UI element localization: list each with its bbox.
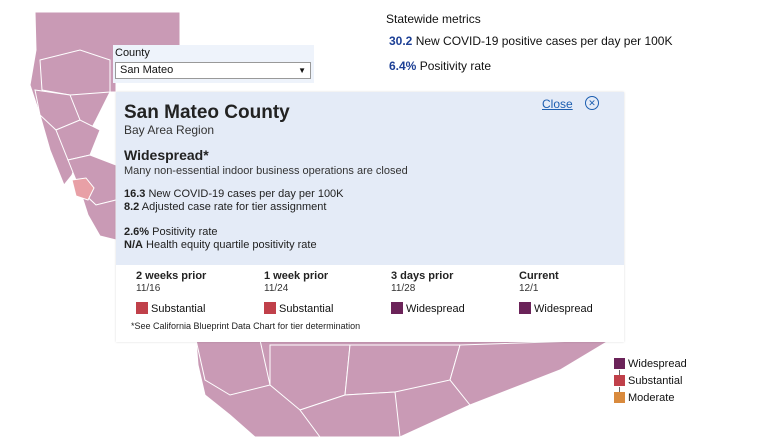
history-tier-label: Substantial	[279, 303, 334, 315]
region-label: Bay Area Region	[124, 123, 215, 137]
adjusted-rate-stat: 8.2 Adjusted case rate for tier assignme…	[124, 201, 326, 213]
tier-color-swatch	[136, 302, 148, 314]
tier-color-swatch	[264, 302, 276, 314]
history-tier-label: Widespread	[406, 303, 465, 315]
history-tier: Substantial	[136, 302, 205, 315]
popup-summary-section: Close ✕ San Mateo County Bay Area Region…	[116, 92, 624, 265]
history-tier: Widespread	[519, 302, 593, 315]
map-county-shape	[449, 339, 612, 406]
tier-title: Widespread*	[124, 147, 209, 163]
county-cases-value: 16.3	[124, 188, 146, 200]
history-heading: 1 week prior	[264, 270, 329, 282]
county-positivity-stat: 2.6% Positivity rate	[124, 226, 218, 238]
statewide-cases-metric: 30.2 New COVID-19 positive cases per day…	[389, 34, 672, 48]
history-heading: 2 weeks prior	[136, 270, 207, 282]
close-icon[interactable]: ✕	[585, 96, 599, 110]
history-date: 12/1	[519, 283, 539, 294]
chevron-down-icon: ▼	[298, 66, 306, 75]
tier-color-swatch	[391, 302, 403, 314]
map-county-shape	[39, 49, 111, 96]
legend-swatch	[614, 375, 625, 386]
legend-connector	[619, 370, 620, 375]
history-tier-label: Substantial	[151, 303, 206, 315]
statewide-positivity-metric: 6.4% Positivity rate	[389, 59, 672, 73]
legend-swatch	[614, 392, 625, 403]
legend-item: Substantial	[614, 375, 687, 392]
statewide-positivity-value: 6.4%	[389, 59, 417, 73]
county-select-label: County	[115, 47, 150, 59]
history-tier: Widespread	[391, 302, 465, 315]
legend-label: Moderate	[628, 392, 675, 404]
close-link[interactable]: Close	[542, 97, 573, 111]
adjusted-rate-value: 8.2	[124, 201, 140, 213]
history-date: 11/24	[264, 283, 289, 294]
history-heading: 3 days prior	[391, 270, 454, 282]
history-heading: Current	[519, 270, 559, 282]
history-column: 3 days prior 11/28 Widespread	[391, 270, 516, 315]
map-county-shape	[299, 391, 401, 437]
legend-connector	[619, 387, 620, 392]
history-date: 11/28	[391, 283, 416, 294]
county-title: San Mateo County	[124, 102, 290, 123]
legend-label: Widespread	[628, 358, 687, 370]
tier-legend: Widespread Substantial Moderate	[614, 358, 687, 409]
legend-item: Widespread	[614, 358, 687, 375]
map-county-shape	[55, 119, 101, 161]
equity-rate-stat: N/A Health equity quartile positivity ra…	[124, 239, 317, 251]
legend-label: Substantial	[628, 375, 683, 387]
county-positivity-value: 2.6%	[124, 226, 150, 238]
history-column: 1 week prior 11/24 Substantial	[264, 270, 389, 315]
county-cases-stat: 16.3 New COVID-19 cases per day per 100K	[124, 188, 344, 200]
history-date: 11/16	[136, 283, 161, 294]
history-tier: Substantial	[264, 302, 333, 315]
legend-item: Moderate	[614, 392, 687, 409]
history-tier-label: Widespread	[534, 303, 593, 315]
county-positivity-label: Positivity rate	[149, 226, 218, 238]
statewide-title: Statewide metrics	[386, 12, 481, 26]
footnote: *See California Blueprint Data Chart for…	[131, 321, 361, 331]
legend-swatch	[614, 358, 625, 369]
tier-color-swatch	[519, 302, 531, 314]
county-cases-label: New COVID-19 cases per day per 100K	[145, 188, 344, 200]
statewide-metrics: Statewide metrics 30.2 New COVID-19 posi…	[386, 12, 672, 84]
equity-rate-value: N/A	[124, 239, 143, 251]
adjusted-rate-label: Adjusted case rate for tier assignment	[139, 201, 327, 213]
map-county-shape	[344, 344, 461, 396]
history-column: Current 12/1 Widespread	[519, 270, 644, 315]
county-detail-popup: Close ✕ San Mateo County Bay Area Region…	[116, 92, 624, 342]
statewide-cases-value: 30.2	[389, 34, 413, 48]
history-column: 2 weeks prior 11/16 Substantial	[136, 270, 261, 315]
county-select-dropdown[interactable]: San Mateo ▼	[115, 62, 311, 79]
county-select-value: San Mateo	[120, 64, 174, 76]
equity-rate-label: Health equity quartile positivity rate	[142, 239, 317, 251]
tier-description: Many non-essential indoor business opera…	[124, 165, 408, 177]
san-mateo-county-highlight	[71, 177, 95, 201]
statewide-cases-label: New COVID-19 positive cases per day per …	[412, 34, 673, 48]
county-select-panel: County San Mateo ▼	[113, 45, 314, 83]
statewide-positivity-label: Positivity rate	[416, 59, 492, 73]
